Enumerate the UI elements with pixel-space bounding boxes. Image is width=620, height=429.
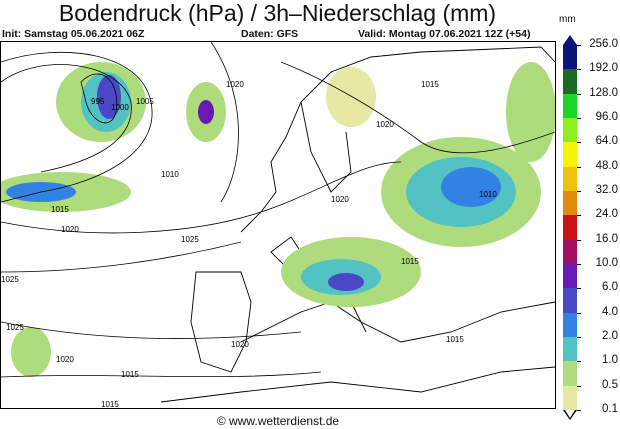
legend-swatch [563, 336, 577, 362]
isobar-label: 1020 [226, 80, 244, 89]
legend-label: 6.0 [602, 281, 618, 294]
legend-tick [577, 385, 581, 387]
map-area: 995 1000 1005 1020 1010 1015 1020 1025 1… [0, 41, 556, 409]
legend-label: 64.0 [595, 135, 618, 148]
legend-tick [577, 190, 581, 192]
isobar-label: 1015 [101, 400, 119, 408]
coastline [300, 101, 352, 193]
map-canvas: 995 1000 1005 1020 1010 1015 1020 1025 1… [0, 41, 556, 409]
isobar-label: 1020 [61, 225, 79, 234]
legend-label: 0.5 [602, 378, 618, 391]
legend-label: 192.0 [589, 62, 618, 75]
legend-swatch [563, 263, 577, 289]
legend-tick [577, 69, 581, 71]
legend-bottom-arrow [564, 409, 575, 418]
init-time: Init: Samstag 05.06.2021 06Z [2, 28, 145, 40]
legend-label: 16.0 [595, 232, 618, 245]
isobar-label: 1000 [111, 103, 129, 112]
legend-label: 4.0 [602, 305, 618, 318]
isobar-labels: 995 1000 1005 1020 1010 1015 1020 1025 1… [1, 80, 497, 409]
isobar-label: 1015 [401, 257, 419, 266]
data-source: Daten: GFS [241, 28, 299, 40]
isobar-label: 1015 [421, 80, 439, 89]
legend-swatch [563, 312, 577, 338]
legend-tick [577, 166, 581, 168]
coastline [160, 366, 556, 403]
legend-tick [577, 361, 581, 363]
legend-swatch [563, 117, 577, 143]
legend-label: 48.0 [595, 159, 618, 172]
legend-label: 24.0 [595, 208, 618, 221]
legend-tick [577, 45, 581, 46]
coastline [190, 271, 252, 373]
isobar-label: 1020 [56, 355, 74, 364]
isobar-label: 1020 [231, 340, 249, 349]
legend-unit: mm [559, 14, 576, 25]
legend-tick [577, 117, 581, 119]
legend-swatch [563, 361, 577, 387]
legend-swatch [563, 45, 577, 70]
isobar-label: 1010 [161, 170, 179, 179]
isobar-label: 1025 [1, 275, 19, 284]
legend-swatch [563, 288, 577, 314]
legend-tick [577, 239, 581, 241]
copyright-footer: © www.wetterdienst.de [216, 414, 340, 428]
coastline [240, 301, 556, 343]
legend-label: 0.1 [602, 402, 618, 415]
legend-tick [577, 288, 581, 290]
legend-tick [577, 409, 581, 411]
land-masses [160, 46, 556, 403]
isobar-label: 1020 [376, 120, 394, 129]
isobar-label: 1025 [6, 323, 24, 332]
isobars [0, 41, 556, 378]
legend-swatch [563, 166, 577, 192]
valid-time: Valid: Montag 07.06.2021 12Z (+54) [358, 28, 531, 40]
isobar-label: 1015 [121, 370, 139, 379]
isobar-label: 1005 [136, 97, 154, 106]
precipitation-fields [0, 62, 556, 377]
legend-tick [577, 93, 581, 95]
legend-swatch [563, 190, 577, 216]
isobar-label: 1015 [51, 205, 69, 214]
legend-swatch [563, 93, 577, 119]
legend-swatch [563, 69, 577, 95]
legend-tick [577, 312, 581, 314]
legend-tick [577, 215, 581, 217]
legend-tick [577, 263, 581, 265]
legend-label: 10.0 [595, 256, 618, 269]
legend-swatch [563, 385, 577, 411]
isobar-label: 995 [91, 97, 105, 106]
legend-swatch [563, 215, 577, 241]
legend-label: 2.0 [602, 329, 618, 342]
legend-top-arrow [563, 35, 577, 45]
legend-tick [577, 142, 581, 144]
legend-label: 32.0 [595, 183, 618, 196]
map-title: Bodendruck (hPa) / 3h–Niederschlag (mm) [58, 0, 497, 26]
legend-tick [577, 336, 581, 338]
isobar-label: 1015 [446, 335, 464, 344]
isobar-label: 1025 [181, 235, 199, 244]
legend-swatch [563, 239, 577, 265]
coastline [240, 46, 556, 233]
legend-label: 128.0 [589, 86, 618, 99]
isobar-label: 1010 [479, 190, 497, 199]
legend-label: 96.0 [595, 110, 618, 123]
legend-swatch [563, 142, 577, 168]
legend-label: 1.0 [602, 354, 618, 367]
legend-label: 256.0 [589, 38, 618, 50]
isobar-label: 1020 [331, 195, 349, 204]
